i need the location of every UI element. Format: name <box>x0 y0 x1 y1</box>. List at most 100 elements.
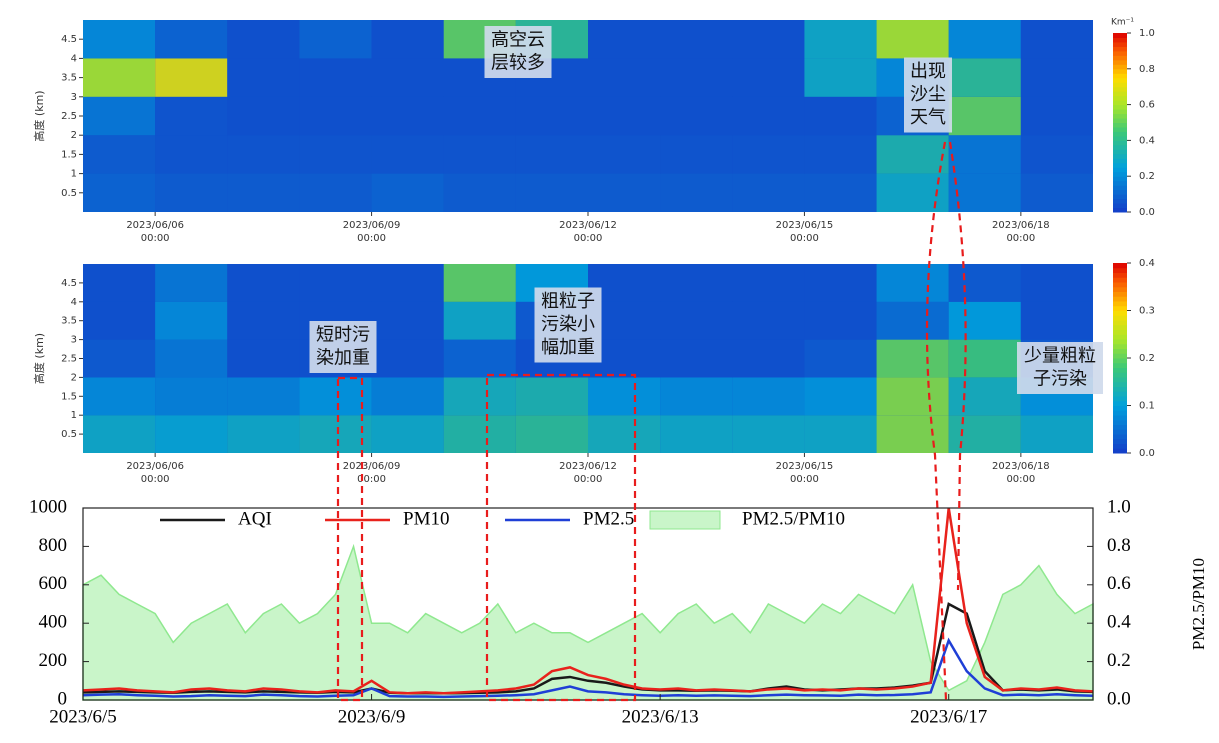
y-tick-label: 800 <box>39 535 68 556</box>
heat-cell <box>948 58 1021 97</box>
heat-cell <box>1020 415 1093 453</box>
y2-tick-label: 0.6 <box>1107 573 1131 594</box>
colorbar-swatch <box>1113 158 1127 164</box>
x-tick-label: 2023/06/15 00:00 <box>776 461 834 485</box>
colorbar-label: 1.0 <box>1139 28 1155 39</box>
heat-cell <box>948 339 1021 378</box>
heat-cell <box>443 301 516 340</box>
annotation: 子污染 <box>1033 369 1087 390</box>
heat-cell <box>660 96 733 136</box>
x-tick-label: 2023/06/06 00:00 <box>126 461 184 485</box>
heat-cell <box>155 339 228 378</box>
heat-cell <box>660 301 733 340</box>
x-tick-label: 2023/06/15 00:00 <box>776 220 834 244</box>
heat-cell <box>732 415 805 453</box>
heat-cell <box>876 301 949 340</box>
heat-cell <box>1020 96 1093 136</box>
heat-cell <box>83 20 156 59</box>
heat-cell <box>1020 173 1093 212</box>
heat-cell <box>732 20 805 59</box>
colorbar-swatch <box>1113 415 1127 421</box>
colorbar-swatch <box>1113 203 1127 209</box>
colorbar-swatch <box>1113 167 1127 173</box>
heat-cell <box>876 20 949 59</box>
heat-cell <box>155 415 228 453</box>
heat-cell <box>588 173 661 212</box>
y-tick-label: 0.5 <box>61 429 77 440</box>
colorbar-swatch <box>1113 310 1127 316</box>
heat-cell <box>876 135 949 174</box>
colorbar-swatch <box>1113 429 1127 435</box>
annotation: 粗粒子 <box>541 291 595 312</box>
heat-cell <box>371 173 444 212</box>
colorbar-swatch <box>1113 348 1127 354</box>
y-tick-label: 1000 <box>29 496 67 517</box>
series-line <box>82 637 1094 699</box>
heat-cell <box>83 173 156 212</box>
heat-cell <box>948 415 1021 453</box>
colorbar-swatch <box>1113 434 1127 440</box>
heat-cell <box>804 135 877 174</box>
colorbar-swatch <box>1113 207 1127 213</box>
heat-cell <box>515 96 588 136</box>
colorbar-swatch <box>1113 59 1127 65</box>
heat-cell <box>371 96 444 136</box>
y2-axis-label: PM2.5/PM10 <box>1189 558 1208 650</box>
colorbar-swatch <box>1113 286 1127 292</box>
heat-cell <box>660 173 733 212</box>
x-tick-label: 2023/06/12 00:00 <box>559 461 617 485</box>
annotation: 幅加重 <box>541 337 595 358</box>
heat-cell <box>876 377 949 416</box>
colorbar-swatch <box>1113 381 1127 387</box>
y-tick-label: 1.5 <box>61 391 77 402</box>
heat-cell <box>588 377 661 416</box>
colorbar-swatch <box>1113 277 1127 283</box>
heat-cell <box>443 377 516 416</box>
heat-cell <box>299 135 372 174</box>
ratio-area <box>82 543 1094 701</box>
colorbar-label: 0.2 <box>1139 171 1155 182</box>
colorbar-swatch <box>1113 185 1127 191</box>
colorbar-swatch <box>1113 162 1127 168</box>
colorbar-swatch <box>1113 176 1127 182</box>
annotation-box <box>484 26 552 78</box>
heat-cell <box>227 135 300 174</box>
colorbar-swatch <box>1113 180 1127 186</box>
heat-cell <box>588 96 661 136</box>
colorbar-swatch <box>1113 339 1127 345</box>
heat-cell <box>515 377 588 416</box>
heat-cell <box>732 58 805 97</box>
heat-cell <box>443 135 516 174</box>
colorbar-swatch <box>1113 305 1127 311</box>
y-tick-label: 0 <box>58 688 68 709</box>
colorbar-swatch <box>1113 301 1127 307</box>
annotation: 少量粗粒 <box>1024 346 1096 367</box>
colorbar-swatch <box>1113 46 1127 52</box>
x-tick-label: 2023/06/12 00:00 <box>559 220 617 244</box>
heat-cell <box>155 96 228 136</box>
colorbar-swatch <box>1113 104 1127 110</box>
colorbar-swatch <box>1113 91 1127 97</box>
heat-cell <box>515 415 588 453</box>
colorbar-swatch <box>1113 334 1127 340</box>
heat-cell <box>515 173 588 212</box>
annotation-box <box>309 321 377 373</box>
colorbar-swatch <box>1113 296 1127 302</box>
y-tick-label: 400 <box>39 612 68 633</box>
heat-cell <box>1020 301 1093 340</box>
y2-tick-label: 0.4 <box>1107 612 1131 633</box>
heat-cell <box>1020 135 1093 174</box>
x-tick-label: 2023/6/13 <box>622 706 699 727</box>
colorbar-label: 0.8 <box>1139 64 1155 75</box>
colorbar-swatch <box>1113 372 1127 378</box>
colorbar-swatch <box>1113 443 1127 449</box>
colorbar-swatch <box>1113 400 1127 406</box>
colorbar-swatch <box>1113 113 1127 119</box>
heat-cell <box>299 264 372 302</box>
heat-cell <box>155 173 228 212</box>
heat-cell <box>443 264 516 302</box>
heat-cell <box>227 58 300 97</box>
y-tick-label: 2.5 <box>61 354 77 365</box>
heat-cell <box>660 377 733 416</box>
heat-cell <box>299 377 372 416</box>
